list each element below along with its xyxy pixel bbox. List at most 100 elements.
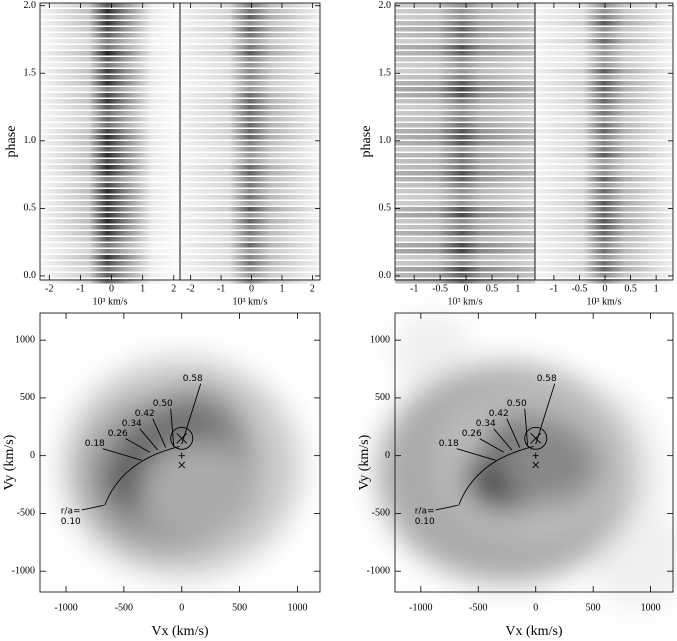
tomogram bbox=[61, 357, 302, 578]
gas-stream bbox=[104, 445, 180, 506]
stream-prefix: r/a= bbox=[61, 507, 81, 517]
stream-label: 0.58 bbox=[183, 374, 203, 384]
spectrum-row bbox=[180, 9, 320, 14]
spectrum-row bbox=[40, 189, 180, 194]
spectrum-row bbox=[535, 207, 673, 212]
spectrum-row bbox=[40, 231, 180, 236]
stream-leader bbox=[170, 408, 175, 447]
com-mark bbox=[532, 452, 539, 459]
spectrum-row bbox=[535, 267, 673, 272]
spectrum-row bbox=[180, 153, 320, 158]
map-frame bbox=[39, 312, 321, 593]
spectrum-row bbox=[180, 207, 320, 212]
y-tick-label: 1000 bbox=[15, 334, 35, 345]
spectrum-row bbox=[535, 129, 673, 134]
spectrum-row bbox=[395, 27, 535, 32]
stream-leader bbox=[139, 428, 159, 451]
spectrum-row bbox=[40, 27, 180, 32]
spectrum-row bbox=[535, 27, 673, 32]
y-tick-label: 0.0 bbox=[379, 270, 392, 281]
spectrum-row bbox=[535, 261, 673, 266]
spectrum-row bbox=[180, 87, 320, 92]
spectrum-row bbox=[180, 57, 320, 62]
x-axis-label: 10³ km/s bbox=[93, 296, 128, 307]
spectrum-row bbox=[535, 75, 673, 80]
spectrum-row bbox=[395, 129, 535, 134]
spectrum-row bbox=[395, 3, 535, 8]
stream-label: 0.34 bbox=[122, 419, 142, 429]
spectrum-row bbox=[395, 21, 535, 26]
stream-label: 0.34 bbox=[476, 419, 496, 429]
emission bbox=[139, 440, 260, 541]
spectrum-row bbox=[535, 159, 673, 164]
spectrum-row bbox=[395, 183, 535, 188]
y-tick-label: 1000 bbox=[370, 334, 390, 345]
stream-leader bbox=[479, 438, 504, 453]
spectrum-row bbox=[395, 165, 535, 170]
panel-frame bbox=[179, 2, 321, 281]
x-tick-label: 0 bbox=[249, 283, 254, 294]
y-tick-label: 0.5 bbox=[24, 203, 37, 214]
spectrum-row bbox=[535, 33, 673, 38]
spectrum-row bbox=[180, 63, 320, 68]
y-tick-label: 0.5 bbox=[379, 203, 392, 214]
x-tick-label: -0.5 bbox=[572, 283, 588, 294]
spectrum-row bbox=[395, 219, 535, 224]
spectrum-row bbox=[40, 123, 180, 128]
stream-label: 0.58 bbox=[537, 374, 557, 384]
spectrum-row bbox=[40, 201, 180, 206]
stream-label: 0.10 bbox=[415, 517, 435, 527]
spectrum-row bbox=[40, 87, 180, 92]
spectrum-row bbox=[395, 69, 535, 74]
spectrum-row bbox=[40, 153, 180, 158]
spectrum-row bbox=[535, 171, 673, 176]
x-tick-label: -2 bbox=[186, 283, 194, 294]
x-tick-label: 0 bbox=[109, 283, 114, 294]
spectrum-row bbox=[535, 87, 673, 92]
spectrum-row bbox=[40, 15, 180, 20]
spectrum-row bbox=[535, 141, 673, 146]
spectrum-row bbox=[180, 93, 320, 98]
spectrum-row bbox=[180, 267, 320, 272]
spectrum-row bbox=[40, 255, 180, 260]
spectrum-row bbox=[395, 273, 535, 278]
y-tick-label: -500 bbox=[372, 508, 390, 519]
spectrum-row bbox=[40, 243, 180, 248]
x-tick-label: 1 bbox=[515, 283, 520, 294]
x-tick-label: 1 bbox=[140, 283, 145, 294]
y-tick-label: 500 bbox=[20, 392, 35, 403]
stream-leader bbox=[81, 504, 104, 511]
x-tick-label: 1000 bbox=[641, 602, 661, 613]
spectrum-row bbox=[40, 249, 180, 254]
spectrum-row bbox=[395, 9, 535, 14]
spectrum-row bbox=[395, 207, 535, 212]
spectrum-row bbox=[180, 81, 320, 86]
spectrum-row bbox=[395, 153, 535, 158]
spectrum-row bbox=[180, 51, 320, 56]
spectrum-row bbox=[395, 33, 535, 38]
spectrum-row bbox=[40, 51, 180, 56]
spectrum-row bbox=[180, 129, 320, 134]
panel-frame bbox=[534, 2, 674, 281]
stream-prefix: r/a= bbox=[415, 507, 435, 517]
spectrum-row bbox=[180, 69, 320, 74]
spectrum-row bbox=[395, 111, 535, 116]
spectrum-row bbox=[395, 141, 535, 146]
spectrum-row bbox=[180, 135, 320, 140]
spectrum-row bbox=[535, 39, 673, 44]
spectrum-row bbox=[535, 123, 673, 128]
y-tick-label: -1000 bbox=[12, 566, 35, 577]
stream-label: 0.18 bbox=[85, 439, 105, 449]
stream-leader bbox=[102, 448, 142, 461]
spectrum-row bbox=[535, 21, 673, 26]
y-tick-label: 0 bbox=[30, 450, 35, 461]
spectrum-row bbox=[180, 141, 320, 146]
spectrum-row bbox=[40, 261, 180, 266]
spectrum-row bbox=[40, 183, 180, 188]
y-tick-label: 0 bbox=[385, 450, 390, 461]
spectrum-row bbox=[535, 63, 673, 68]
spectrum-row bbox=[180, 45, 320, 50]
spectrum-row bbox=[395, 201, 535, 206]
spectrum-row bbox=[535, 273, 673, 278]
x-tick-label: 1000 bbox=[287, 602, 307, 613]
